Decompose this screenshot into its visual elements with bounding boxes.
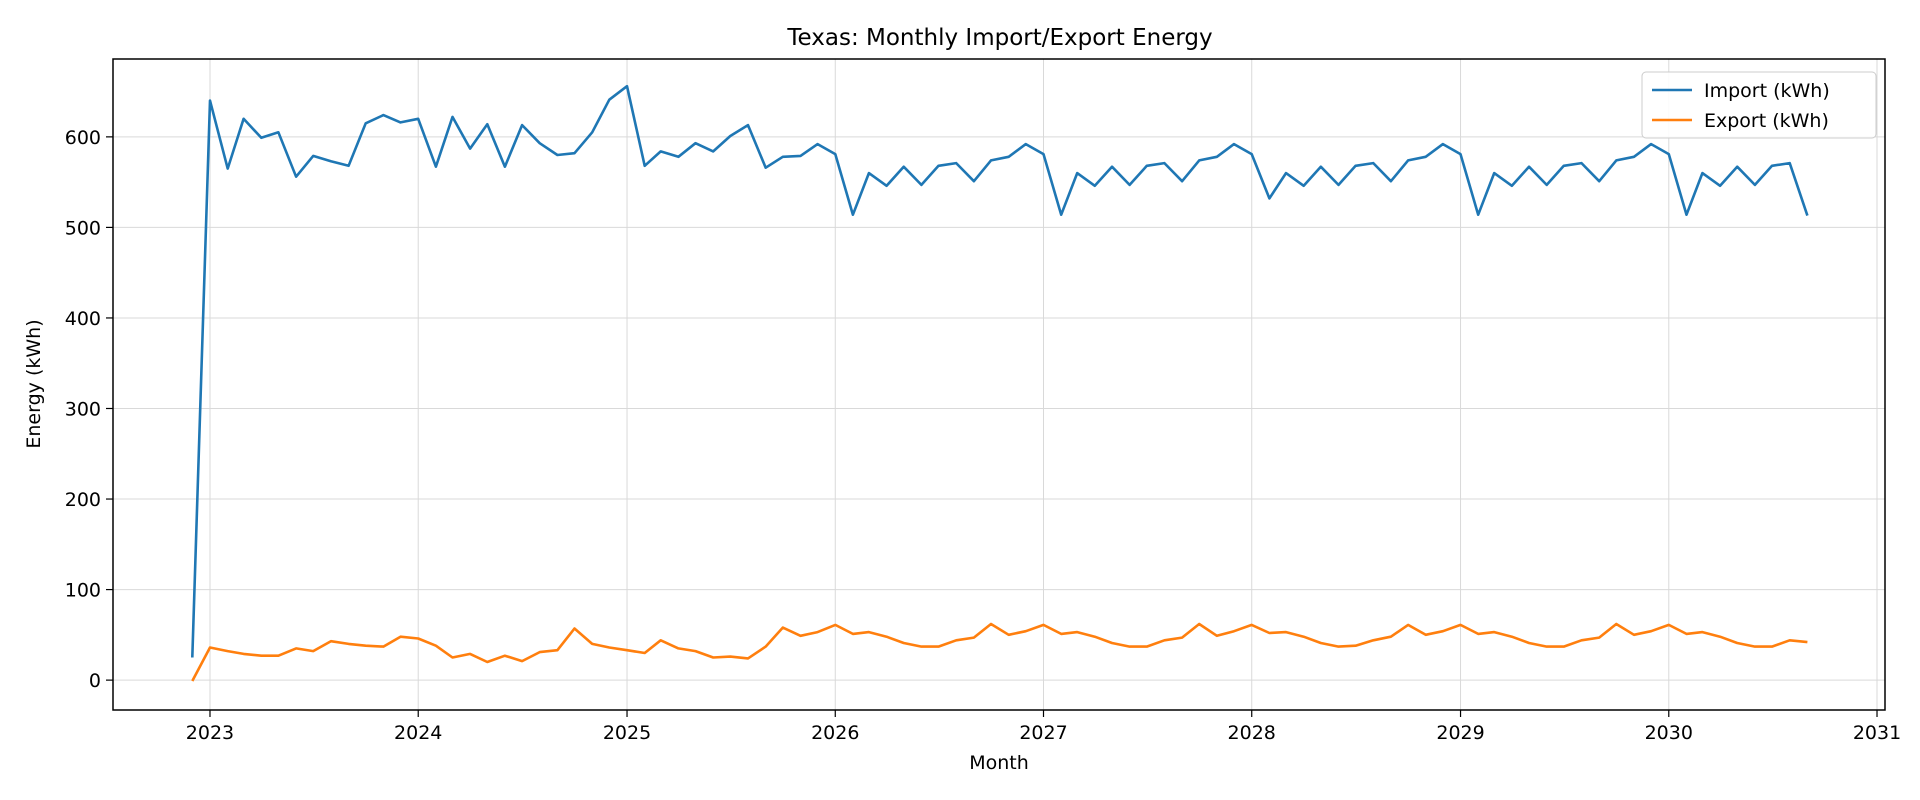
x-tick-label: 2031 bbox=[1853, 722, 1901, 744]
x-tick-label: 2030 bbox=[1645, 722, 1693, 744]
legend-box bbox=[1641, 71, 1877, 139]
y-tick-label: 100 bbox=[65, 580, 101, 602]
y-tick-label: 600 bbox=[65, 127, 101, 149]
x-axis: 2023 2024 2025 2026 2027 2028 2029 2030 2031 bbox=[186, 710, 1901, 744]
x-tick-label: 2027 bbox=[1019, 722, 1067, 744]
x-tick-label: 2025 bbox=[603, 722, 651, 744]
y-axis-label: Energy (kWh) bbox=[23, 319, 45, 448]
plot-frame bbox=[112, 58, 1886, 711]
series-line-import bbox=[191, 84, 1809, 658]
y-tick-label: 300 bbox=[65, 398, 101, 420]
y-tick-label: 200 bbox=[65, 489, 101, 511]
x-tick-label: 2028 bbox=[1228, 722, 1276, 744]
x-tick-label: 2029 bbox=[1436, 722, 1484, 744]
y-tick-label: 0 bbox=[89, 670, 101, 692]
x-tick-label: 2023 bbox=[186, 722, 234, 744]
x-axis-label: Month bbox=[969, 752, 1029, 774]
y-tick-label: 500 bbox=[65, 217, 101, 239]
series-layer bbox=[191, 84, 1809, 682]
y-tick-label: 400 bbox=[65, 308, 101, 330]
legend-label: Export (kWh) bbox=[1704, 110, 1829, 132]
series-line-export bbox=[191, 622, 1808, 682]
x-tick-label: 2026 bbox=[811, 722, 859, 744]
legend: Import (kWh) Export (kWh) bbox=[1641, 71, 1877, 139]
x-tick-label: 2024 bbox=[394, 722, 442, 744]
grid-lines bbox=[113, 59, 1885, 710]
chart-title: Texas: Monthly Import/Export Energy bbox=[786, 25, 1212, 51]
y-axis: 0 100 200 300 400 500 600 bbox=[65, 127, 113, 692]
legend-label: Import (kWh) bbox=[1704, 80, 1830, 102]
